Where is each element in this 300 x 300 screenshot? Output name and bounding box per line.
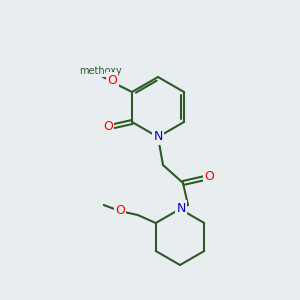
- Text: N: N: [153, 130, 163, 143]
- Text: O: O: [204, 169, 214, 182]
- Text: methoxy: methoxy: [79, 66, 122, 76]
- Text: O: O: [115, 203, 125, 217]
- Text: O: O: [108, 74, 118, 88]
- Text: O: O: [107, 74, 117, 86]
- Text: N: N: [176, 202, 186, 214]
- Text: O: O: [103, 121, 113, 134]
